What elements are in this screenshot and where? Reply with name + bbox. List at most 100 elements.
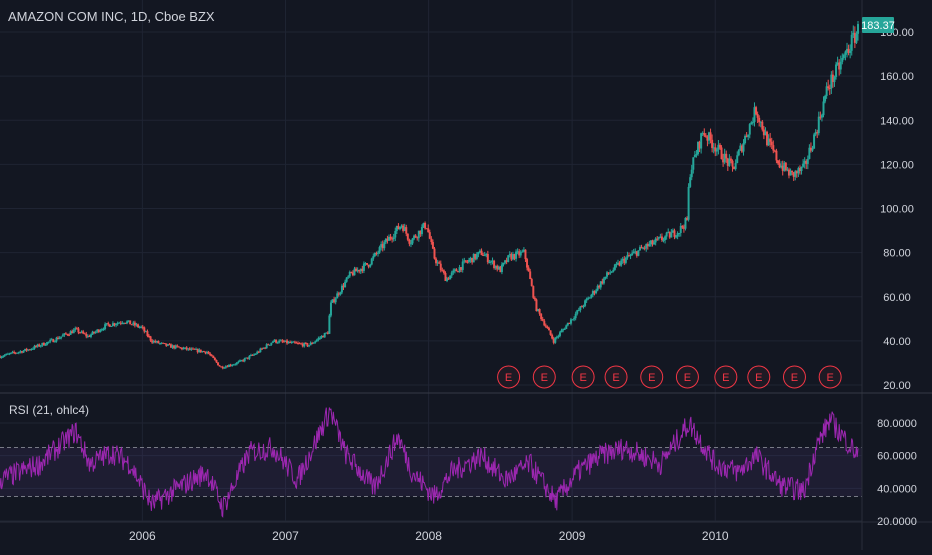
price-candles[interactable] [0, 21, 859, 370]
candle-body [314, 341, 317, 343]
earnings-marker-label: E [505, 372, 512, 384]
candle-body [381, 244, 384, 249]
price-candle [215, 359, 218, 364]
earnings-marker-label: E [579, 372, 586, 384]
candle-body [697, 141, 700, 155]
candle-body [731, 160, 734, 167]
price-tick-label: 100.00 [880, 204, 914, 216]
candle-body [378, 247, 381, 253]
candle-body [695, 154, 698, 156]
candle-body [388, 236, 391, 241]
candle-body [471, 257, 474, 263]
price-candle [149, 335, 152, 342]
price-candle [684, 217, 687, 231]
candle-body [115, 324, 118, 326]
price-candle [808, 144, 811, 160]
candle-body [842, 54, 845, 58]
price-candle [171, 344, 174, 349]
earnings-marker[interactable]: E [782, 365, 806, 389]
grid-lines [0, 0, 862, 522]
price-candle [792, 172, 795, 181]
earnings-marker[interactable]: E [532, 365, 556, 389]
price-candle [198, 348, 201, 353]
last-price-badge-bg [862, 17, 894, 33]
candle-body [355, 268, 358, 272]
candle-body [242, 360, 245, 362]
price-candle [355, 266, 358, 272]
candle-body [712, 147, 715, 149]
candle-body [822, 101, 825, 116]
candle-body [49, 339, 52, 342]
candle-body [507, 255, 510, 262]
candle-body [679, 225, 682, 233]
price-candle [623, 255, 626, 266]
price-candle [626, 251, 629, 260]
earnings-marker[interactable]: E [818, 365, 842, 389]
candle-body [715, 149, 718, 152]
price-candle [384, 238, 387, 245]
candle-body [71, 331, 74, 334]
rsi-plot[interactable] [0, 407, 862, 518]
price-candle [609, 269, 612, 275]
earnings-marker[interactable]: E [497, 365, 521, 389]
price-candle [265, 343, 268, 349]
candle-body [667, 231, 670, 233]
candle-body [557, 335, 560, 337]
earnings-marker[interactable]: E [571, 365, 595, 389]
price-candle [595, 288, 598, 295]
candle-body [485, 253, 488, 256]
candle-body [359, 268, 362, 272]
price-candle [653, 239, 656, 245]
candle-body [187, 348, 190, 350]
candle-body [547, 328, 550, 331]
price-candle [777, 160, 780, 165]
price-candle [259, 347, 262, 353]
candle-body [111, 323, 114, 327]
price-candle [527, 265, 530, 272]
candle-body [723, 153, 726, 163]
candle-body [89, 334, 92, 337]
candle-body [31, 348, 34, 350]
rsi-tick-label: 60.0000 [877, 451, 917, 463]
price-candle [304, 341, 307, 345]
candle-body [312, 342, 315, 344]
price-candle [452, 268, 455, 275]
price-candle [166, 343, 169, 347]
price-candle [72, 328, 75, 334]
price-candle [223, 366, 226, 369]
price-candle [480, 248, 483, 256]
price-candle [179, 347, 182, 349]
price-candle [251, 354, 254, 356]
price-candle [97, 329, 100, 334]
price-candle [697, 141, 700, 156]
price-candle [358, 269, 361, 274]
candle-body [391, 238, 394, 240]
earnings-marker[interactable]: E [640, 365, 664, 389]
candle-body [276, 342, 279, 344]
earnings-marker[interactable]: E [747, 365, 771, 389]
earnings-marker[interactable]: E [675, 365, 699, 389]
candle-body [725, 153, 728, 159]
price-candle [629, 253, 632, 260]
earnings-marker[interactable]: E [604, 365, 628, 389]
candle-body [831, 74, 834, 83]
price-candle [152, 339, 155, 344]
candle-body [160, 342, 163, 344]
candle-body [744, 135, 747, 143]
price-candle [849, 44, 852, 59]
price-candle [389, 233, 392, 241]
price-candle [551, 333, 554, 340]
candle-body [678, 232, 681, 234]
price-candle [204, 351, 207, 355]
candle-body [284, 340, 287, 342]
earnings-marker[interactable]: E [714, 365, 738, 389]
price-candle [89, 333, 92, 339]
price-candle [607, 272, 610, 276]
price-candle [271, 340, 274, 343]
price-candle [137, 323, 140, 329]
candle-body [670, 232, 673, 238]
price-candle [201, 350, 204, 353]
price-candle [33, 344, 36, 350]
